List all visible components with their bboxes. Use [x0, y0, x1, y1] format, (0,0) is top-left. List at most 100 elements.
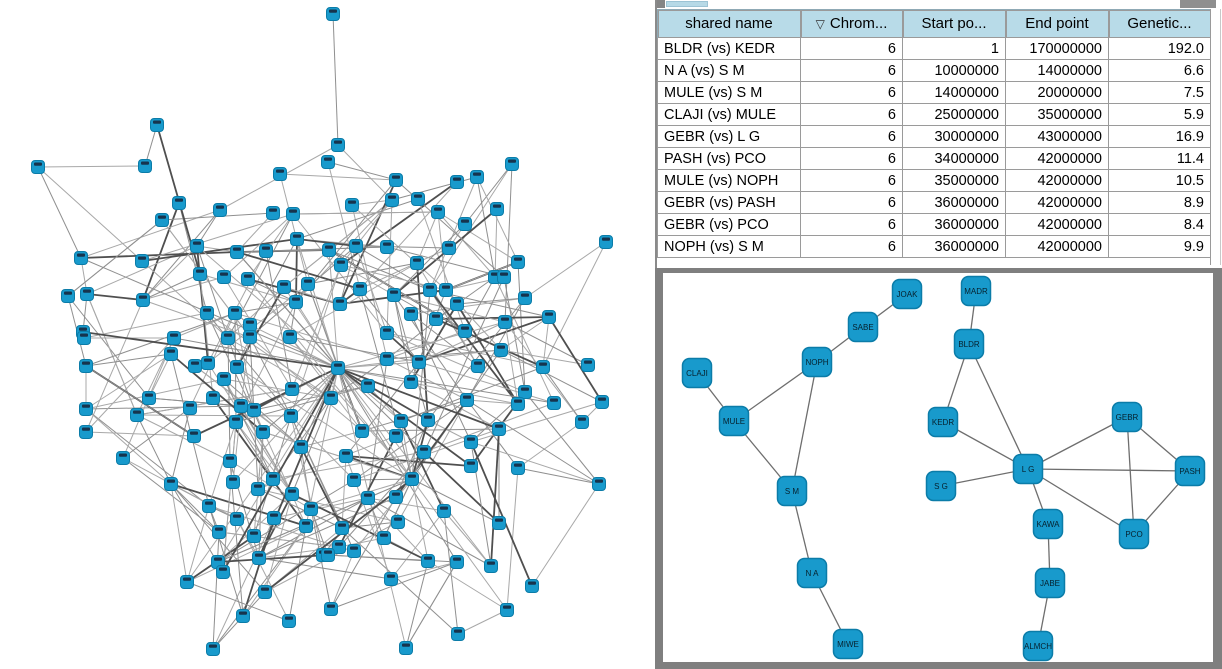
network-edge[interactable] — [86, 293, 144, 301]
network-node[interactable] — [150, 118, 164, 132]
network-node[interactable] — [505, 157, 519, 171]
network-edge[interactable] — [212, 517, 275, 650]
network-edge[interactable] — [337, 367, 402, 422]
table-cell[interactable]: 6 — [800, 213, 903, 236]
network-edge[interactable] — [289, 262, 418, 338]
network-edge[interactable] — [337, 367, 425, 453]
table-cell[interactable]: 10.5 — [1108, 169, 1211, 192]
table-row[interactable]: N A (vs) S M 6 10000000 14000000 6.6 — [657, 59, 1211, 82]
network-edge[interactable] — [542, 241, 607, 368]
table-cell[interactable]: 20000000 — [1005, 81, 1109, 104]
network-edge[interactable] — [410, 313, 479, 367]
network-node[interactable] — [429, 312, 443, 326]
network-edge[interactable] — [524, 391, 600, 485]
network-edge[interactable] — [223, 378, 302, 448]
table-cell[interactable]: NOPH (vs) S M — [657, 235, 801, 258]
network-node[interactable] — [595, 395, 609, 409]
network-edge[interactable] — [296, 238, 339, 369]
network-edge[interactable] — [393, 294, 437, 320]
network-edge[interactable] — [524, 241, 607, 299]
network-edge[interactable] — [170, 407, 191, 485]
network-edge[interactable] — [437, 211, 496, 278]
network-edge[interactable] — [85, 353, 172, 367]
network-node[interactable] — [221, 331, 235, 345]
network-edge[interactable] — [85, 312, 236, 367]
network-node[interactable] — [247, 403, 261, 417]
network-node[interactable] — [79, 425, 93, 439]
network-edge[interactable] — [411, 478, 500, 524]
network-edge[interactable] — [337, 321, 506, 369]
network-edge[interactable] — [141, 213, 294, 262]
network-node[interactable] — [226, 475, 240, 489]
network-edge[interactable] — [148, 353, 172, 399]
network-edge[interactable] — [82, 331, 339, 369]
network-edge[interactable] — [367, 497, 429, 562]
overview-network-view[interactable] — [0, 0, 655, 669]
network-node[interactable] — [384, 572, 398, 586]
network-node[interactable] — [518, 291, 532, 305]
network-node[interactable] — [326, 7, 340, 21]
network-node[interactable] — [285, 382, 299, 396]
network-edge[interactable] — [968, 343, 1029, 470]
table-cell[interactable]: GEBR (vs) L G — [657, 125, 801, 148]
network-node[interactable] — [138, 159, 152, 173]
network-node[interactable] — [135, 254, 149, 268]
network-edge[interactable] — [456, 297, 526, 305]
network-node[interactable] — [294, 440, 308, 454]
network-node[interactable] — [458, 217, 472, 231]
network-node[interactable] — [79, 402, 93, 416]
network-edge[interactable] — [1126, 416, 1135, 535]
network-edge[interactable] — [170, 483, 188, 583]
network-edge[interactable] — [85, 431, 195, 437]
network-node[interactable] — [259, 244, 273, 258]
table-cell[interactable]: 16.9 — [1108, 125, 1211, 148]
network-edge[interactable] — [386, 330, 466, 360]
network-edge[interactable] — [199, 273, 214, 399]
table-cell[interactable]: 6 — [800, 147, 903, 170]
network-edge[interactable] — [196, 245, 229, 339]
network-node[interactable] — [273, 167, 287, 181]
network-edge[interactable] — [247, 278, 413, 480]
network-node[interactable] — [511, 461, 525, 475]
network-edge[interactable] — [136, 414, 292, 417]
network-edge[interactable] — [470, 401, 603, 443]
network-node[interactable] — [437, 504, 451, 518]
network-node-pash[interactable] — [1174, 455, 1206, 487]
network-edge[interactable] — [186, 367, 339, 583]
network-edge[interactable] — [386, 303, 458, 360]
network-edge[interactable] — [142, 276, 225, 301]
network-node-kedr[interactable] — [927, 406, 959, 438]
network-edge[interactable] — [340, 264, 395, 296]
network-node[interactable] — [349, 239, 363, 253]
network-node[interactable] — [321, 155, 335, 169]
network-node[interactable] — [547, 396, 561, 410]
network-node[interactable] — [592, 477, 606, 491]
network-edge[interactable] — [328, 249, 431, 291]
table-cell[interactable]: 35000000 — [1005, 103, 1109, 126]
network-edge[interactable] — [517, 467, 600, 485]
network-edge[interactable] — [435, 316, 550, 320]
table-cell[interactable]: 42000000 — [1005, 191, 1109, 214]
network-node-sg[interactable] — [925, 470, 957, 502]
network-node[interactable] — [188, 359, 202, 373]
table-row[interactable]: BLDR (vs) KEDR 6 1 170000000 192.0 — [657, 37, 1211, 60]
network-node[interactable] — [353, 282, 367, 296]
table-cell[interactable]: 36000000 — [902, 213, 1006, 236]
network-node[interactable] — [536, 360, 550, 374]
network-edge[interactable] — [353, 399, 468, 481]
network-node[interactable] — [324, 391, 338, 405]
network-node[interactable] — [61, 289, 75, 303]
network-edge[interactable] — [234, 301, 297, 314]
network-node[interactable] — [142, 391, 156, 405]
network-edge[interactable] — [236, 251, 361, 290]
network-edge[interactable] — [386, 246, 505, 278]
network-edge[interactable] — [390, 510, 445, 580]
network-edge[interactable] — [411, 478, 508, 611]
vertical-scrollbar-track[interactable] — [1210, 9, 1221, 265]
network-edge[interactable] — [410, 297, 526, 315]
column-header-endpoint[interactable]: End point — [1005, 9, 1109, 38]
network-edge[interactable] — [466, 399, 519, 405]
table-row[interactable]: NOPH (vs) S M 6 36000000 42000000 9.9 — [657, 235, 1211, 258]
network-edge[interactable] — [310, 508, 329, 556]
